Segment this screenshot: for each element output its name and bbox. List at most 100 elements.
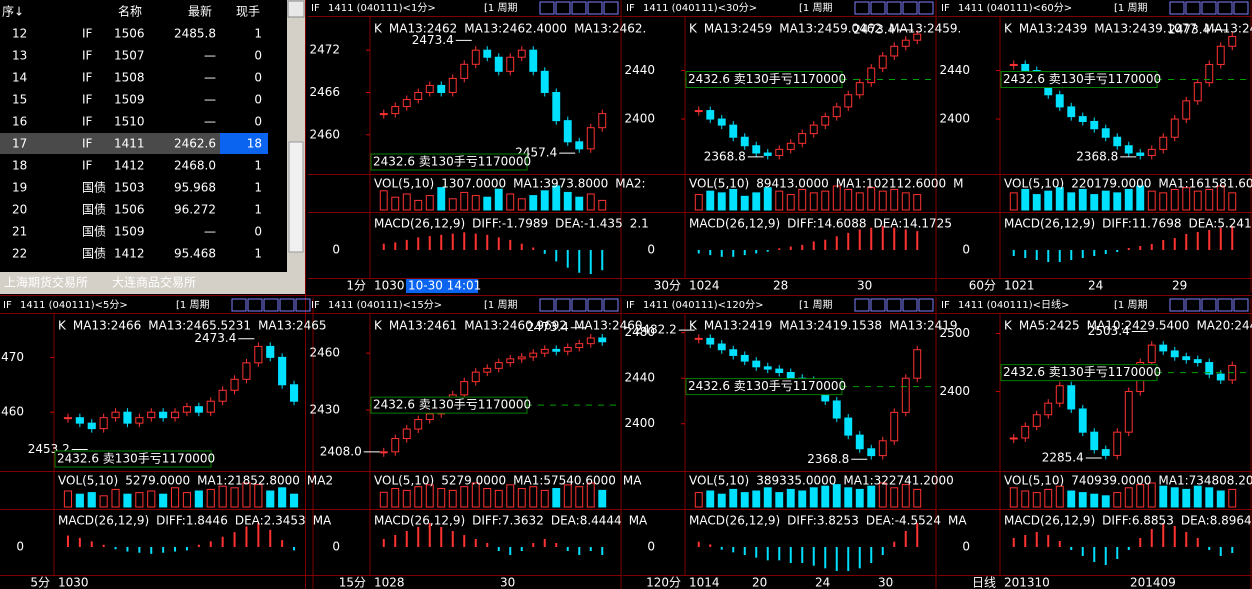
panel-button[interactable] <box>886 298 902 312</box>
panel-button[interactable] <box>902 1 918 15</box>
contract-code: 1411 <box>114 137 145 151</box>
volume-bar <box>740 492 749 508</box>
scroll-thumb[interactable] <box>288 141 304 253</box>
panel-title: 1411 (040111)<1分> <box>328 2 436 14</box>
panel-button[interactable] <box>1185 298 1201 312</box>
candle <box>506 56 515 72</box>
panel-button[interactable] <box>247 298 263 312</box>
candle <box>1113 136 1122 147</box>
volume-bar <box>506 193 515 211</box>
legend-text: DIFF:3.8253 <box>787 514 859 528</box>
x-label: 201409 <box>1130 576 1176 589</box>
panel-button[interactable] <box>870 1 886 15</box>
panel-button[interactable] <box>263 298 279 312</box>
x-label: 24 <box>815 576 830 589</box>
x-label: 20 <box>752 576 767 589</box>
candle <box>729 349 738 356</box>
panel-button[interactable] <box>1217 1 1233 15</box>
panel-button[interactable] <box>1169 298 1185 312</box>
candle <box>1228 36 1237 47</box>
panel-button[interactable] <box>1233 298 1249 312</box>
volume-bar <box>752 490 761 508</box>
panel-button[interactable] <box>279 298 295 312</box>
legend-text: MA13:2439 <box>1019 22 1087 36</box>
panel-button[interactable] <box>1201 1 1217 15</box>
x-label: 30 <box>857 279 872 293</box>
volume-bar <box>425 484 434 508</box>
candle <box>586 337 595 345</box>
volume-bar <box>1182 187 1191 211</box>
panel-button[interactable] <box>1233 1 1249 15</box>
candle <box>242 362 251 380</box>
volume-bar <box>1090 194 1099 211</box>
volume-bar <box>832 185 841 211</box>
volume-hand: 1 <box>254 247 262 261</box>
volume-bar <box>878 190 887 211</box>
candle <box>552 91 561 122</box>
exchange-tab[interactable]: 大连商品交易所 <box>112 275 196 290</box>
candle <box>529 352 538 358</box>
candle <box>878 55 887 69</box>
legend-text: MA1:3973.8000 <box>513 177 608 191</box>
panel-button[interactable] <box>231 298 247 312</box>
candle <box>890 45 899 57</box>
scroll-up[interactable] <box>287 0 305 18</box>
candle <box>563 346 572 352</box>
panel-button[interactable] <box>854 1 870 15</box>
legend-text: MA13:2465.5231 <box>148 319 251 333</box>
panel-button[interactable] <box>854 298 870 312</box>
legend-text: VOL(5,10) <box>1004 177 1064 191</box>
panel-button[interactable] <box>1201 298 1217 312</box>
legend-text: VOL(5,10) <box>374 177 434 191</box>
panel-button[interactable] <box>555 298 571 312</box>
panel-button[interactable] <box>603 298 619 312</box>
candle <box>379 451 388 454</box>
panel-button[interactable] <box>587 298 603 312</box>
panel-button[interactable] <box>918 298 934 312</box>
legend-text: VOL(5,10) <box>1004 474 1064 488</box>
candle <box>494 56 503 72</box>
y-tick-label: 2500 <box>939 326 970 340</box>
candle <box>75 417 84 424</box>
candle <box>437 84 446 93</box>
contract-name: IF <box>82 137 93 151</box>
candle <box>563 120 572 143</box>
y-tick-label: 2430 <box>309 403 340 417</box>
panel-button[interactable] <box>539 1 555 15</box>
panel-button[interactable] <box>539 298 555 312</box>
panel-button[interactable] <box>295 298 311 312</box>
macd-tick: 0 <box>962 540 970 554</box>
panel-title: 1411 (040111)<15分> <box>328 299 442 311</box>
candle <box>1159 344 1168 352</box>
macd-tick: 0 <box>647 243 655 257</box>
trade-box <box>685 378 843 396</box>
panel-button[interactable] <box>587 1 603 15</box>
panel-button[interactable] <box>918 1 934 15</box>
annotation: 2473.4 <box>1168 23 1210 37</box>
legend-text: MA1:57540.6000 <box>513 474 616 488</box>
contract-code: 1412 <box>114 159 145 173</box>
volume-bar <box>890 188 899 211</box>
panel-button[interactable] <box>603 1 619 15</box>
panel-button[interactable] <box>571 298 587 312</box>
chart-panel: IF 1411 (040111)<30分> [1 周期 2400 2440 2473.4 2… <box>623 0 964 293</box>
period-label: 30分 <box>654 279 681 293</box>
trade-box <box>370 396 528 414</box>
panel-button[interactable] <box>555 1 571 15</box>
panel-button[interactable] <box>1169 1 1185 15</box>
candle <box>1067 385 1076 410</box>
panel-button[interactable] <box>902 298 918 312</box>
volume-bar <box>844 487 853 508</box>
candle <box>775 148 784 156</box>
panel-button[interactable] <box>870 298 886 312</box>
contract-code: 1506 <box>114 27 145 41</box>
exchange-tab[interactable]: 上海期货交易所 <box>4 275 88 290</box>
panel-button[interactable] <box>1217 298 1233 312</box>
volume-bar <box>729 188 738 211</box>
panel-button[interactable] <box>571 1 587 15</box>
volume-bar <box>798 188 807 211</box>
panel-button[interactable] <box>886 1 902 15</box>
last-price: 2468.0 <box>174 159 216 173</box>
panel-button[interactable] <box>1185 1 1201 15</box>
cycle: [1 周期 <box>484 299 517 311</box>
